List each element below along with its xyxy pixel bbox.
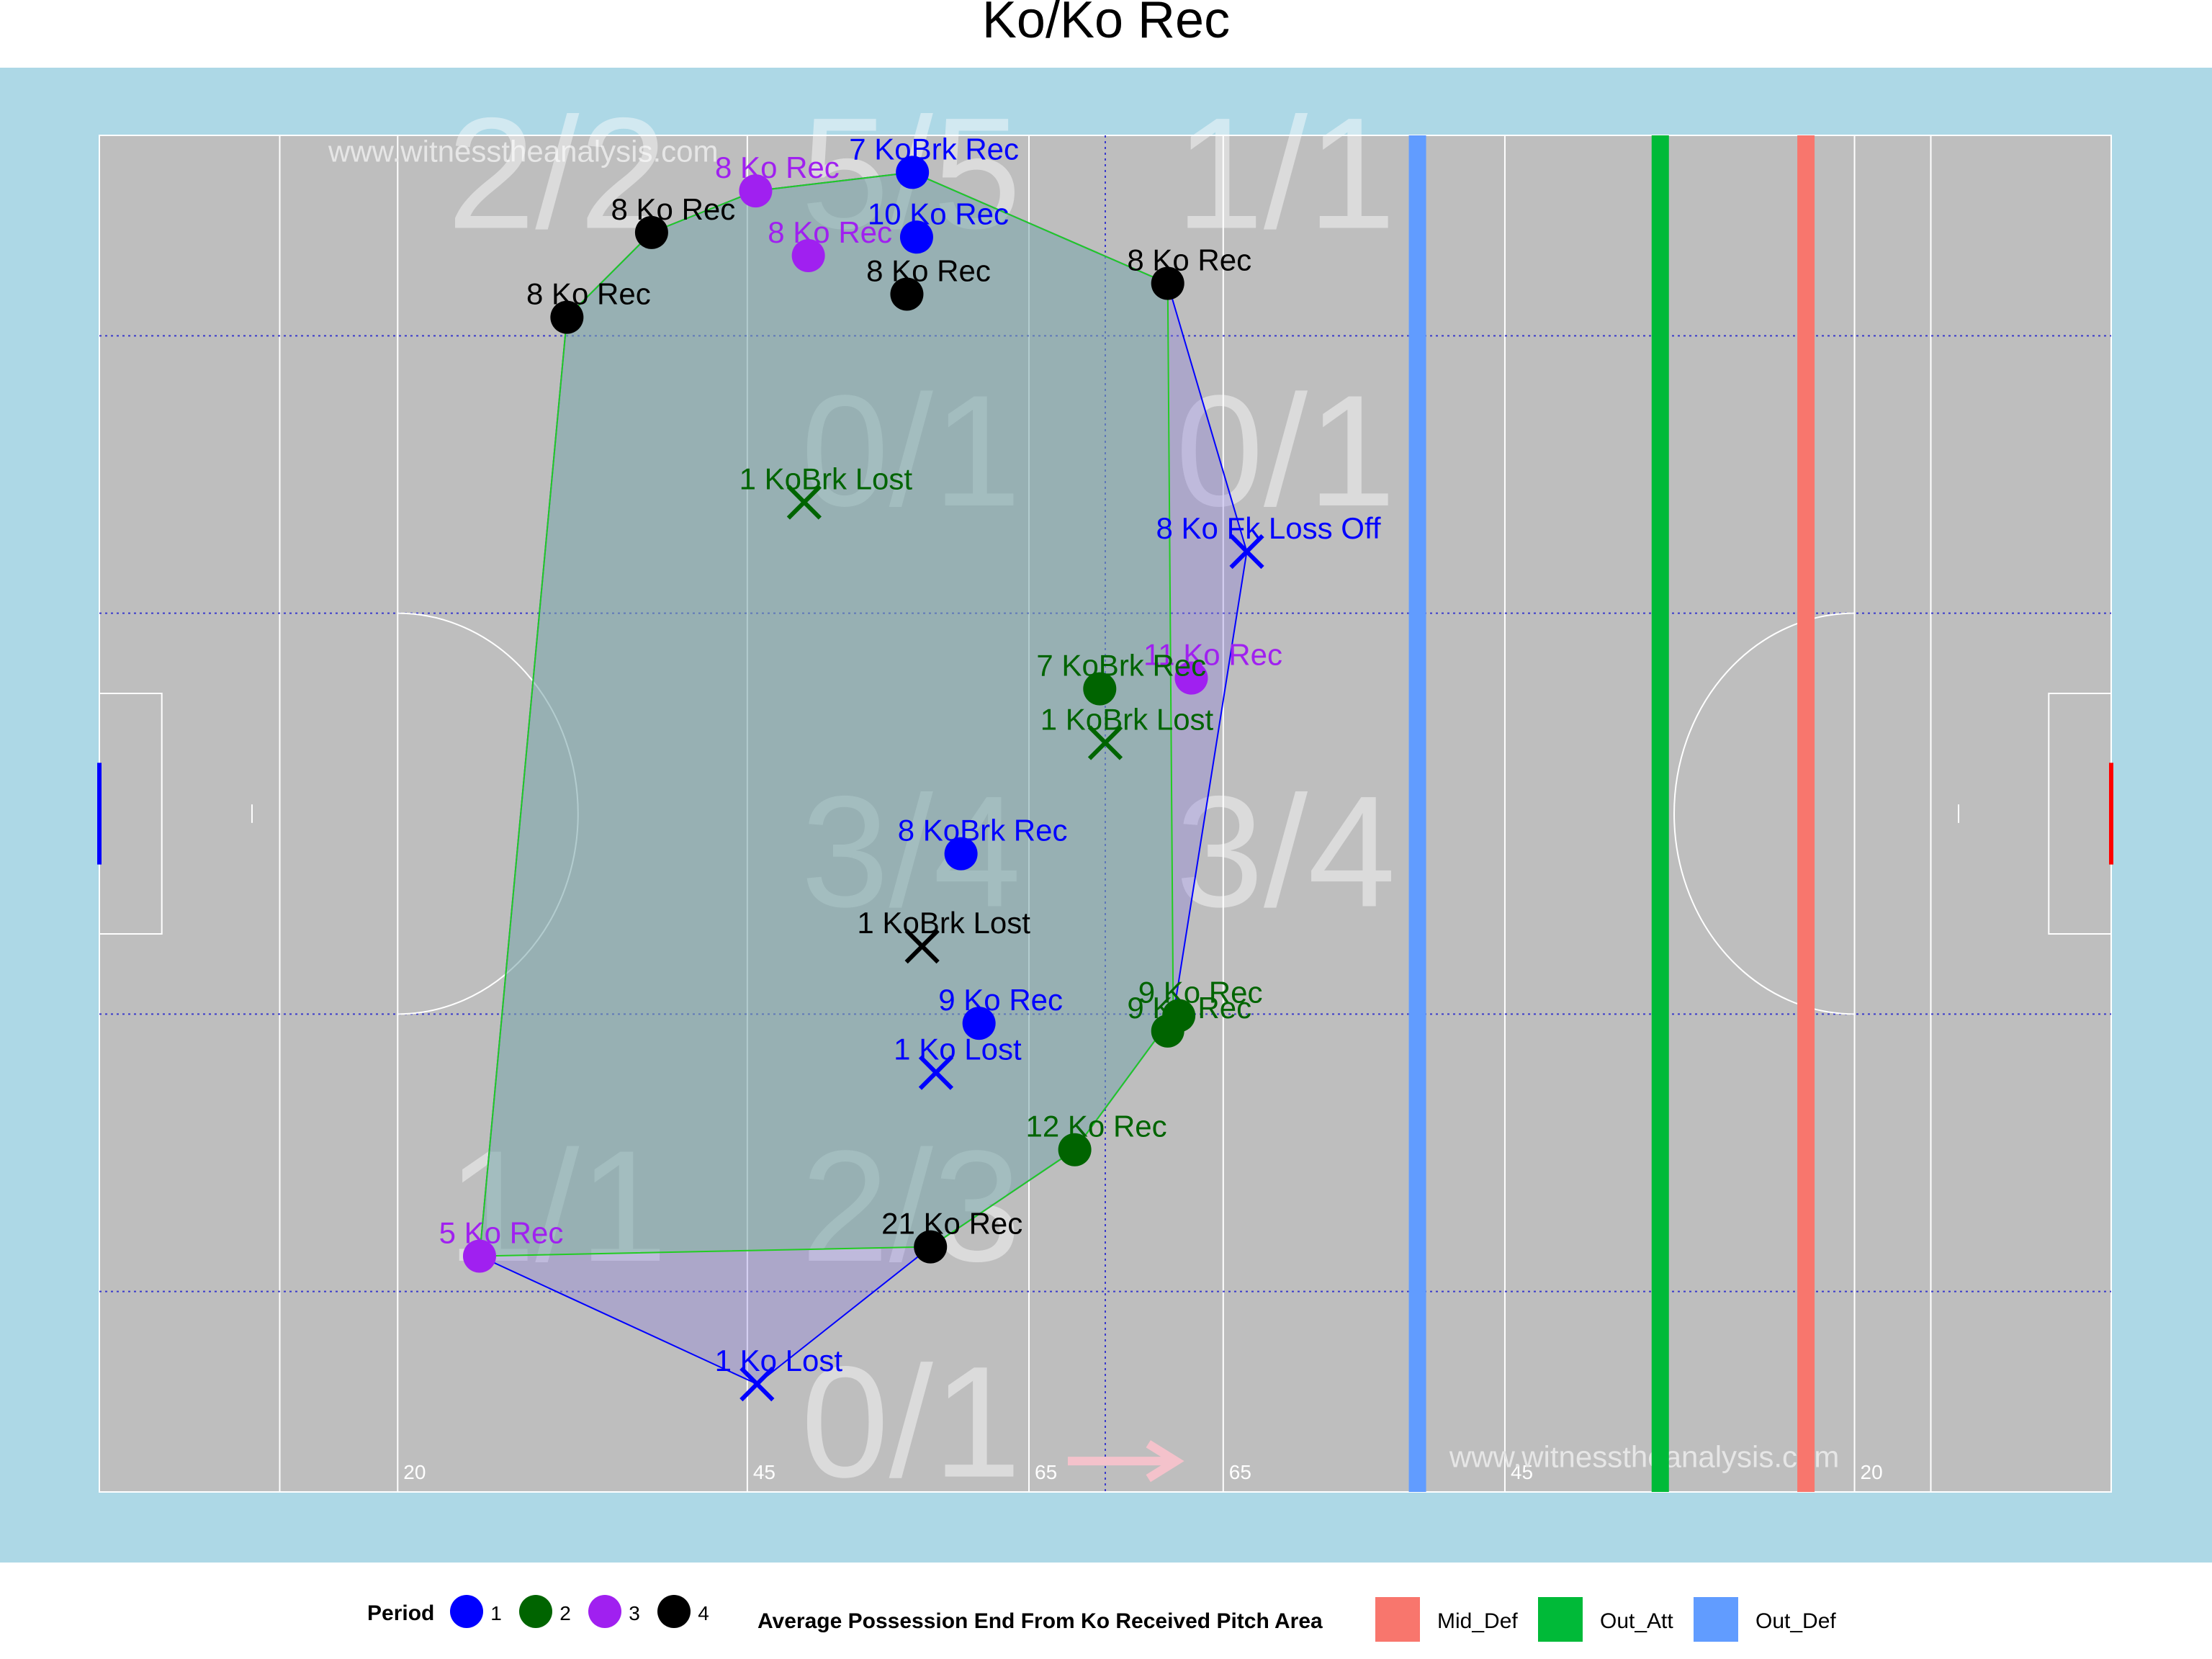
average-lines [1408,135,1815,1492]
hull-ko-rec [478,171,1174,1257]
event-label: 1 KoBrk Lost [857,906,1030,940]
event-cross [1229,534,1264,570]
event-label: 8 Ko Rec [526,277,651,311]
event-label: 1 KoBrk Lost [1040,703,1214,737]
event-label: 10 Ko Rec [868,197,1009,230]
event-label: 5 Ko Rec [439,1215,564,1249]
zone-label: 0/1 [801,362,1021,539]
legend-avg-label: Mid_Def [1437,1609,1518,1633]
legend-period-swatch [519,1595,552,1628]
event-point [890,277,924,311]
legend-period-title: Period [367,1601,434,1625]
event-label: 1 Ko Lost [715,1344,843,1377]
event-label: 11 Ko Rec [1143,638,1282,672]
legend-avg-swatch [1694,1597,1738,1642]
legend-period-swatch [588,1595,621,1628]
event-point [1151,266,1184,300]
event-point [914,1230,948,1264]
direction-arrow-head [1146,1440,1184,1483]
event-point [462,1239,496,1273]
legend-period-label: 2 [559,1602,571,1624]
event-label: 8 Ko Rec [715,150,840,184]
legend-period-label: 3 [629,1602,640,1624]
legend: Period 1 2 3 4 Average Possession End From Ko… [367,1595,1836,1642]
hull-areas [478,171,1248,1385]
watermark: www.witnesstheanalysis.com [328,134,719,168]
distance-marker-label: 65 [1035,1461,1057,1483]
legend-period-label: 1 [490,1602,502,1624]
distance-marker-label: 45 [1511,1461,1533,1483]
legend-period-swatch [450,1595,483,1628]
event-label: 7 KoBrk Rec [1036,649,1206,683]
event-cross [904,928,940,964]
zone-label: 3/4 [801,763,1021,940]
zone-label: 0/1 [801,1334,1021,1511]
watermark: www.witnesstheanalysis.com [1449,1440,1840,1474]
event-label: 8 Ko Rec [611,192,736,226]
event-point [944,837,978,871]
event-label: 12 Ko Rec [1026,1110,1167,1143]
distance-marker-label: 65 [1229,1461,1251,1483]
legend-period-swatch [657,1595,691,1628]
event-label: 8 KoBrk Rec [898,814,1068,848]
chart-title: Ko/Ko Rec [982,0,1230,49]
distance-marker-label: 45 [753,1461,775,1483]
zone-label: 3/4 [1176,763,1396,940]
distance-marker-label: 20 [1861,1461,1883,1483]
event-label: 9 Ko Rec [1138,975,1263,1009]
event-point [962,1007,996,1040]
pitch-arc-right [1673,612,1855,1015]
zone-label: 0/1 [1176,362,1396,539]
zone-label: 2/3 [801,1118,1021,1295]
event-label: 21 Ko Rec [881,1207,1022,1241]
event-point [550,300,584,334]
event-point [791,238,825,272]
event-point [1151,1014,1184,1048]
legend-avg-swatch [1375,1597,1420,1642]
event-cross [739,1367,775,1402]
event-point [634,215,668,249]
zone-label: 1/1 [1176,84,1396,261]
event-point [896,156,930,189]
pitch: 20 45 65 65 45 20 www.witnesstheanalysis.com ww… [97,134,2113,1493]
event-label: 8 Ko Rec [866,254,991,288]
zone-label: 2/2 [447,84,667,261]
event-point [899,220,933,254]
event-cross [1087,725,1123,760]
legend-period-label: 4 [698,1602,709,1624]
legend-avg-label: Out_Att [1600,1609,1673,1633]
event-label: 9 Ko Rec [938,983,1063,1017]
event-label: 8 Ko Fk Loss Off [1156,511,1381,545]
event-cross [786,485,822,520]
event-point [1083,672,1117,706]
event-label: 9 Ko Rec [1127,991,1251,1025]
legend-avg-title: Average Possession End From Ko Received … [757,1609,1323,1633]
event-label: 7 KoBrk Rec [849,132,1019,166]
legend-avg-swatch [1538,1597,1583,1642]
event-label: 8 Ko Rec [1127,243,1251,277]
distance-marker-label: 20 [403,1461,426,1483]
legend-avg-label: Out_Def [1755,1609,1836,1633]
pitch-arc-left [397,612,579,1015]
event-label: 8 Ko Rec [768,215,892,249]
event-point [1174,661,1208,695]
event-point [1058,1133,1092,1166]
event-label: 1 KoBrk Lost [739,462,913,496]
event-label: 1 Ko Lost [894,1033,1022,1066]
event-point [739,174,773,208]
event-cross [918,1055,954,1090]
